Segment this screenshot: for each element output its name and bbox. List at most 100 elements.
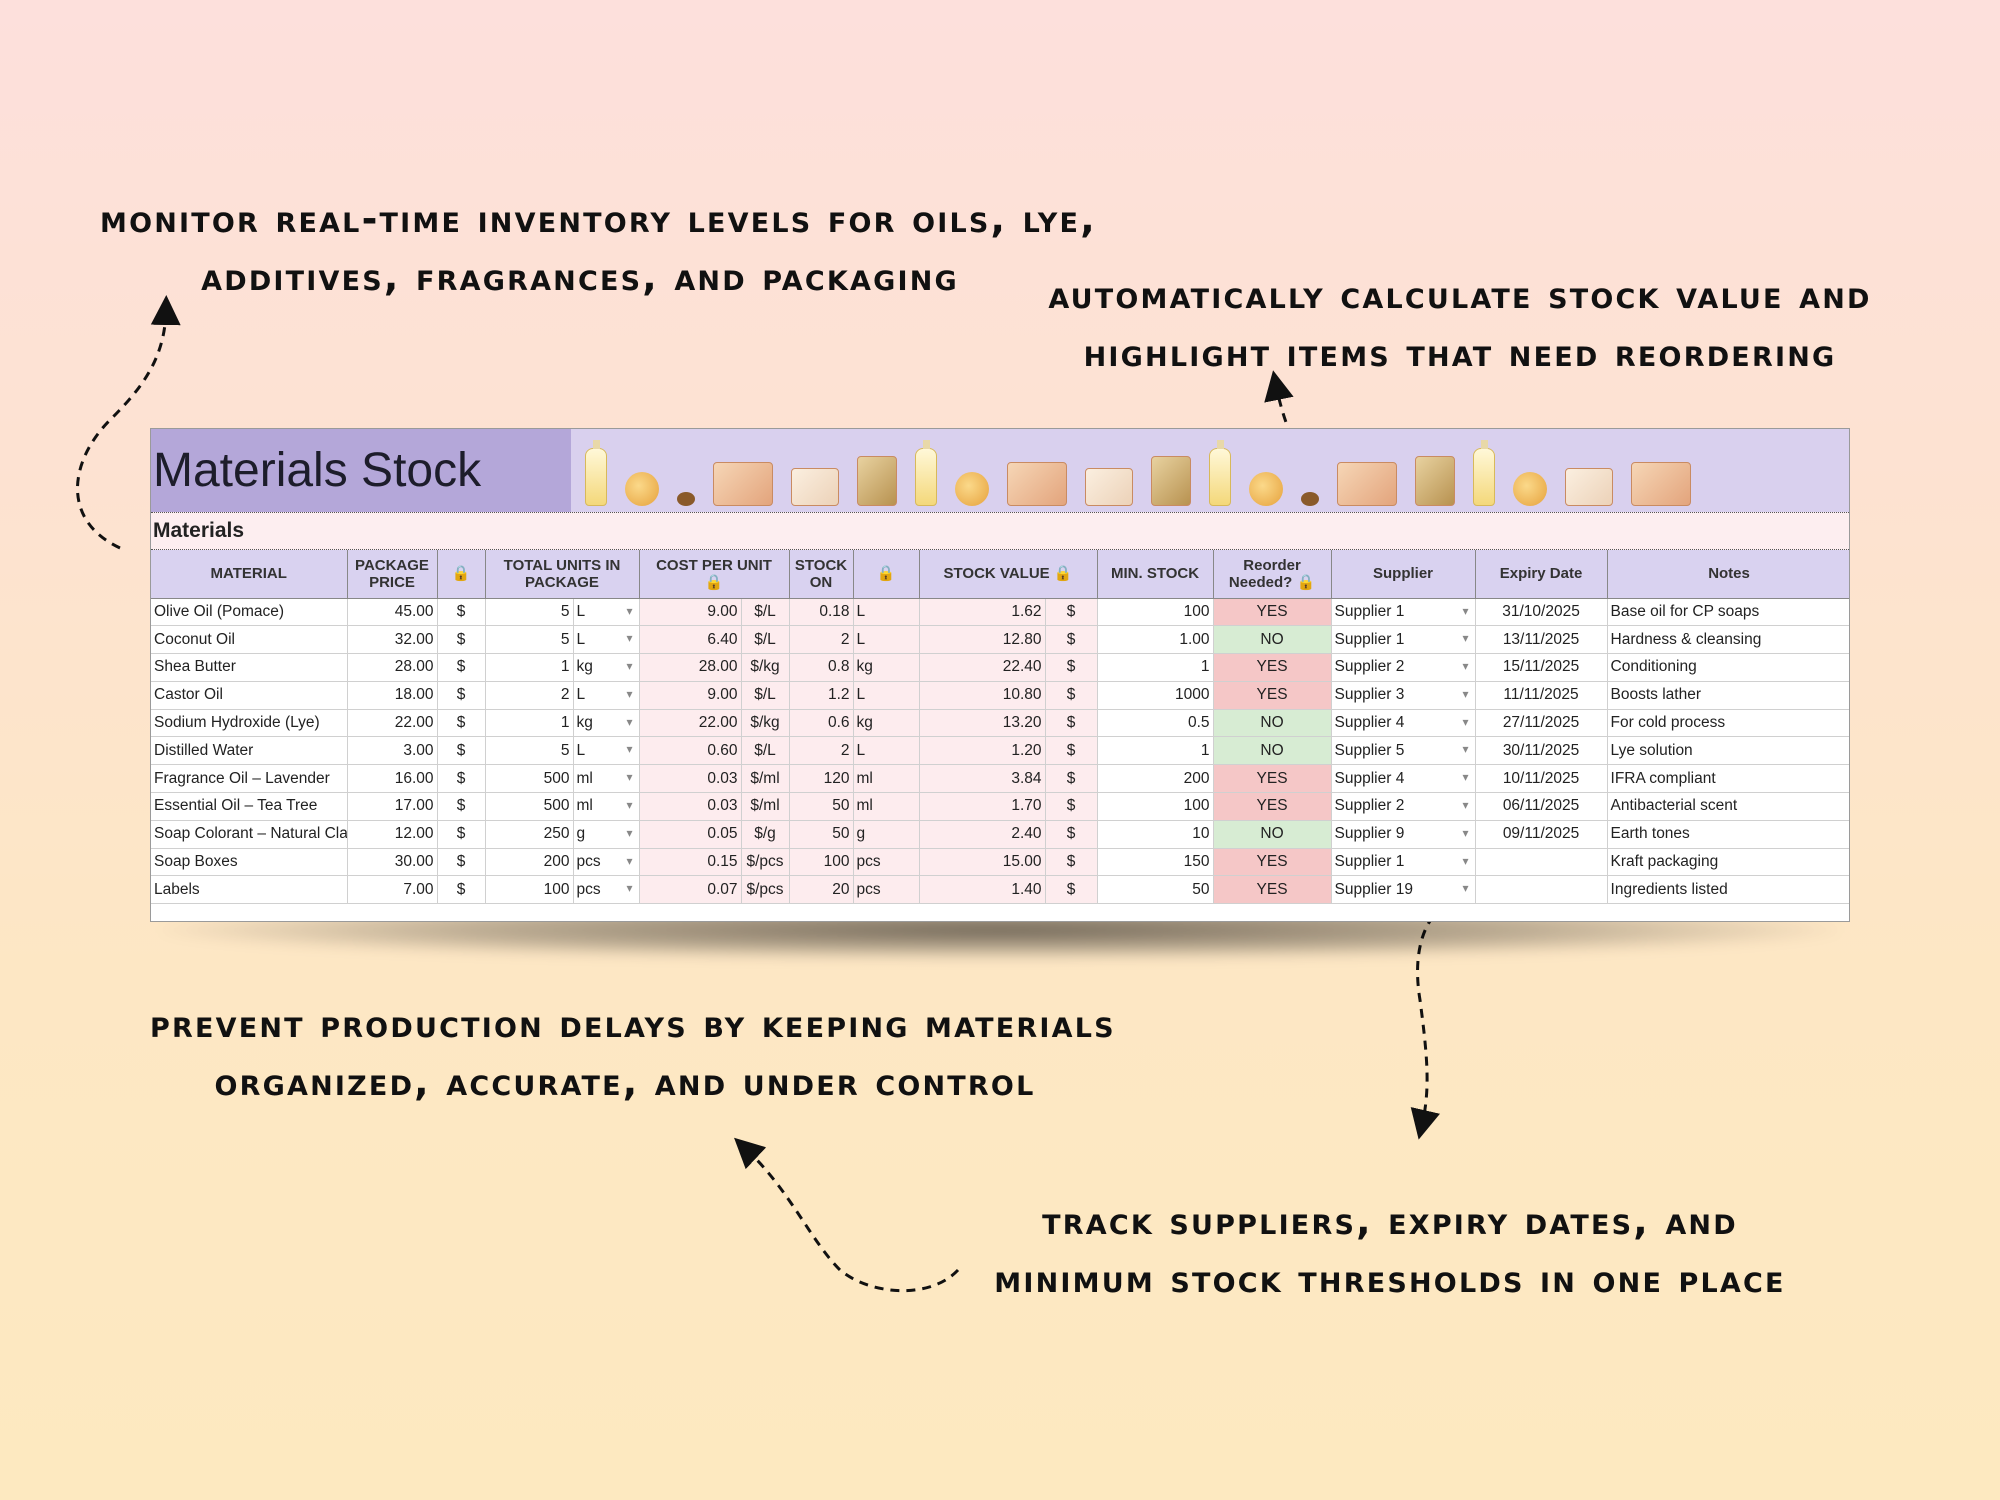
cell-expiry-date[interactable]: 27/11/2025 — [1475, 709, 1608, 738]
cell-expiry-date[interactable]: 11/11/2025 — [1475, 681, 1608, 710]
cell-total-units: 5 — [485, 625, 574, 655]
cell-notes[interactable]: For cold process — [1607, 709, 1849, 738]
cell-package-price: 28.00 — [347, 653, 438, 682]
cell-min-stock[interactable]: 1 — [1097, 653, 1214, 682]
col-package-price[interactable]: PACKAGE PRICE — [347, 550, 438, 599]
cell-unit-dropdown[interactable]: kg — [573, 709, 640, 738]
cell-notes[interactable]: Conditioning — [1607, 653, 1849, 682]
cell-notes[interactable]: Kraft packaging — [1607, 848, 1849, 877]
cell-supplier-dropdown[interactable]: Supplier 2 — [1331, 653, 1476, 682]
lock-icon: 🔒 — [704, 573, 724, 591]
cell-total-units: 5 — [485, 736, 574, 766]
cell-stock-value: 2.40 — [919, 820, 1046, 849]
cell-value-currency: $ — [1045, 764, 1098, 794]
col-stock-value[interactable]: STOCK VALUE 🔒 — [919, 550, 1098, 599]
col-expiry-date[interactable]: Expiry Date — [1475, 550, 1608, 599]
cell-min-stock[interactable]: 100 — [1097, 598, 1214, 627]
col-stock-on[interactable]: STOCK ON — [789, 550, 854, 599]
col-min-stock[interactable]: MIN. STOCK — [1097, 550, 1214, 599]
col-supplier[interactable]: Supplier — [1331, 550, 1476, 599]
cell-cost-unit: $/ml — [741, 764, 790, 794]
cell-total-units: 500 — [485, 792, 574, 821]
cell-unit-dropdown[interactable]: pcs — [573, 875, 640, 905]
soap-round-icon — [1513, 472, 1547, 506]
cell-unit-dropdown[interactable]: pcs — [573, 848, 640, 877]
oil-bottle-icon — [585, 440, 607, 506]
cell-stock-on-hand: 0.8 — [789, 653, 854, 682]
cell-min-stock[interactable]: 1 — [1097, 736, 1214, 766]
cell-cost-per-unit: 0.15 — [639, 848, 742, 877]
cell-stock-value: 1.40 — [919, 875, 1046, 905]
cell-supplier-dropdown[interactable]: Supplier 5 — [1331, 736, 1476, 766]
cell-expiry-date[interactable]: 15/11/2025 — [1475, 653, 1608, 682]
soap-bar-icon — [1085, 468, 1133, 506]
cell-expiry-date[interactable]: 06/11/2025 — [1475, 792, 1608, 821]
cell-expiry-date[interactable]: 10/11/2025 — [1475, 764, 1608, 794]
cell-notes[interactable]: Boosts lather — [1607, 681, 1849, 710]
cell-reorder-needed: NO — [1213, 709, 1332, 738]
cell-unit-dropdown[interactable]: kg — [573, 653, 640, 682]
cell-unit-dropdown[interactable]: g — [573, 820, 640, 849]
oil-bottle-icon — [915, 440, 937, 506]
cell-unit-dropdown[interactable]: ml — [573, 792, 640, 821]
cell-supplier-dropdown[interactable]: Supplier 19 — [1331, 875, 1476, 905]
cell-supplier-dropdown[interactable]: Supplier 1 — [1331, 625, 1476, 655]
cell-supplier-dropdown[interactable]: Supplier 1 — [1331, 848, 1476, 877]
cell-min-stock[interactable]: 0.5 — [1097, 709, 1214, 738]
cell-notes[interactable]: Antibacterial scent — [1607, 792, 1849, 821]
cell-min-stock[interactable]: 1.00 — [1097, 625, 1214, 655]
table-row: Coconut Oil32.00$5L6.40$/L2L12.80$1.00NO… — [151, 625, 1849, 655]
cell-min-stock[interactable]: 50 — [1097, 875, 1214, 905]
cell-expiry-date[interactable]: 13/11/2025 — [1475, 625, 1608, 655]
cell-notes[interactable]: Ingredients listed — [1607, 875, 1849, 905]
cell-stock-value: 3.84 — [919, 764, 1046, 794]
cell-stock-unit: pcs — [853, 848, 920, 877]
cell-min-stock[interactable]: 150 — [1097, 848, 1214, 877]
header-row: MATERIAL PACKAGE PRICE 🔒 TOTAL UNITS IN … — [151, 550, 1849, 599]
col-total-units[interactable]: TOTAL UNITS IN PACKAGE — [485, 550, 640, 599]
cell-currency: $ — [437, 625, 486, 655]
cell-unit-dropdown[interactable]: L — [573, 598, 640, 627]
cell-value-currency: $ — [1045, 848, 1098, 877]
cell-min-stock[interactable]: 100 — [1097, 792, 1214, 821]
col-reorder-needed[interactable]: Reorder Needed? 🔒 — [1213, 550, 1332, 599]
cell-value-currency: $ — [1045, 709, 1098, 738]
cell-cost-per-unit: 0.60 — [639, 736, 742, 766]
cell-unit-dropdown[interactable]: L — [573, 625, 640, 655]
cell-supplier-dropdown[interactable]: Supplier 4 — [1331, 764, 1476, 794]
cell-supplier-dropdown[interactable]: Supplier 1 — [1331, 598, 1476, 627]
cell-expiry-date[interactable] — [1475, 848, 1608, 877]
cell-notes[interactable]: Earth tones — [1607, 820, 1849, 849]
cell-expiry-date[interactable]: 09/11/2025 — [1475, 820, 1608, 849]
cell-min-stock[interactable]: 200 — [1097, 764, 1214, 794]
col-notes[interactable]: Notes — [1607, 550, 1849, 599]
cell-notes[interactable]: Base oil for CP soaps — [1607, 598, 1849, 627]
cell-cost-unit: $/L — [741, 598, 790, 627]
cell-unit-dropdown[interactable]: ml — [573, 764, 640, 794]
cell-supplier-dropdown[interactable]: Supplier 3 — [1331, 681, 1476, 710]
cell-currency: $ — [437, 681, 486, 710]
cell-cost-unit: $/kg — [741, 653, 790, 682]
col-cost-per-unit[interactable]: COST PER UNIT 🔒 — [639, 550, 790, 599]
oil-bottle-icon — [1473, 440, 1495, 506]
cell-notes[interactable]: Hardness & cleansing — [1607, 625, 1849, 655]
cell-min-stock[interactable]: 10 — [1097, 820, 1214, 849]
cell-expiry-date[interactable]: 30/11/2025 — [1475, 736, 1608, 766]
cell-material: Castor Oil — [151, 681, 348, 710]
cell-notes[interactable]: IFRA compliant — [1607, 764, 1849, 794]
soap-bar-icon — [1007, 462, 1067, 506]
cell-expiry-date[interactable]: 31/10/2025 — [1475, 598, 1608, 627]
table-row: Olive Oil (Pomace)45.00$5L9.00$/L0.18L1.… — [151, 598, 1849, 627]
cell-notes[interactable]: Lye solution — [1607, 736, 1849, 766]
cell-supplier-dropdown[interactable]: Supplier 2 — [1331, 792, 1476, 821]
cell-stock-on-hand: 50 — [789, 820, 854, 849]
cell-min-stock[interactable]: 1000 — [1097, 681, 1214, 710]
col-material[interactable]: MATERIAL — [151, 550, 348, 599]
cell-unit-dropdown[interactable]: L — [573, 681, 640, 710]
cell-supplier-dropdown[interactable]: Supplier 9 — [1331, 820, 1476, 849]
cell-reorder-needed: YES — [1213, 653, 1332, 682]
cell-unit-dropdown[interactable]: L — [573, 736, 640, 766]
soap-bar-icon — [1151, 456, 1191, 506]
cell-expiry-date[interactable] — [1475, 875, 1608, 905]
cell-supplier-dropdown[interactable]: Supplier 4 — [1331, 709, 1476, 738]
